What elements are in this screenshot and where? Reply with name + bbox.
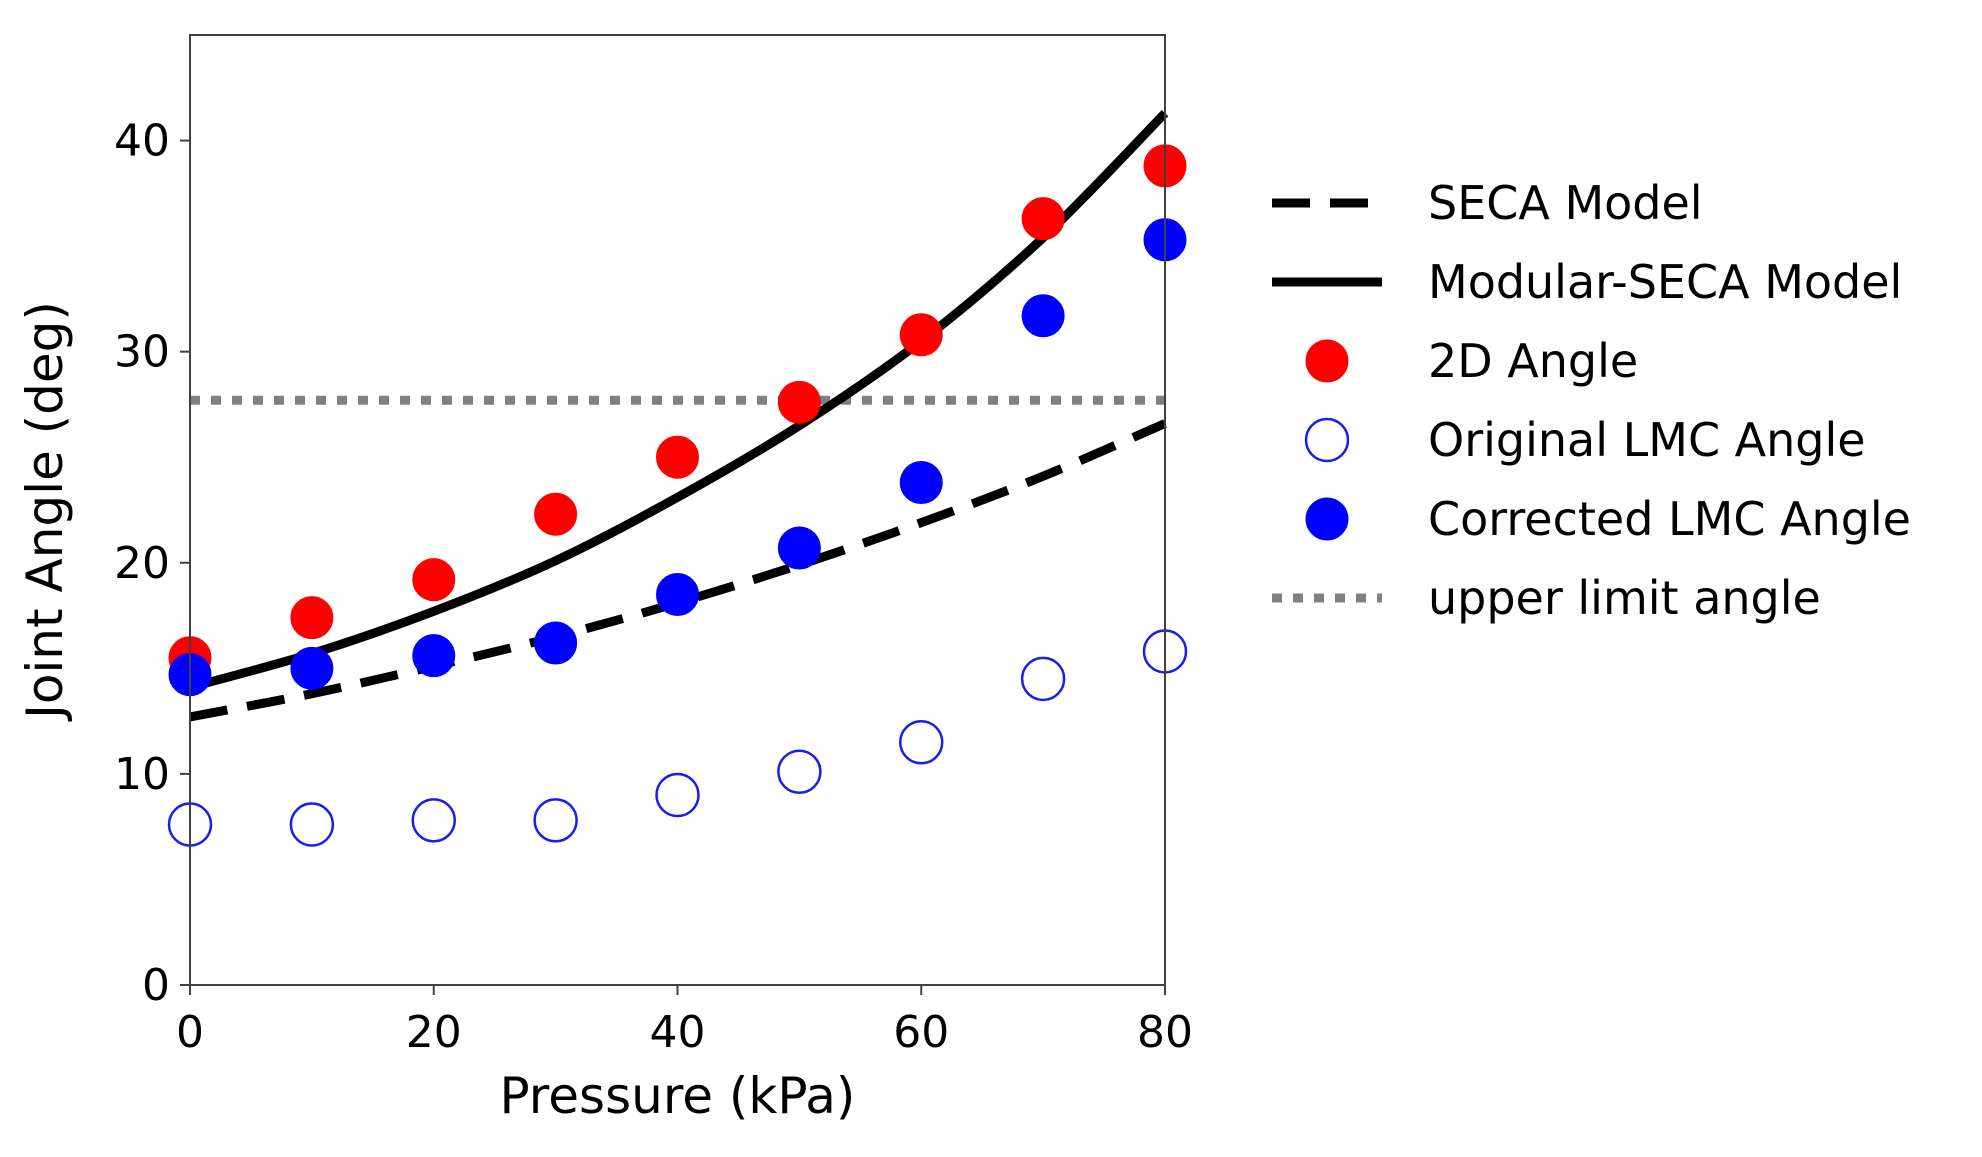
plot-frame (189, 34, 1166, 986)
x-tick-label: 20 (406, 1007, 462, 1058)
legend-2d-angle-swatch (1305, 339, 1349, 383)
x-tick-label: 0 (176, 1007, 204, 1058)
legend-original-lmc-angle-label: Original LMC Angle (1428, 413, 1866, 467)
2d-angle-point (777, 380, 821, 424)
corrected-lmc-angle-point (899, 461, 943, 505)
original-lmc-angle-point (533, 798, 578, 843)
2d-angle-point (899, 313, 943, 357)
y-axis-label: Joint Angle (deg) (16, 301, 74, 722)
legend-modular-seca-model-label: Modular-SECA Model (1428, 255, 1902, 309)
x-tick-label: 60 (893, 1007, 949, 1058)
corrected-lmc-angle-point (777, 526, 821, 570)
original-lmc-angle-point (411, 798, 456, 843)
original-lmc-angle-point (777, 749, 822, 795)
legend-corrected-lmc-angle-swatch (1305, 497, 1349, 541)
x-tick-label: 80 (1137, 1007, 1193, 1058)
y-tick-label: 40 (114, 116, 170, 167)
corrected-lmc-angle-point (412, 634, 456, 678)
2d-angle-point (412, 558, 456, 602)
corrected-lmc-angle-point (534, 621, 578, 665)
x-tick-label: 40 (650, 1007, 706, 1058)
2d-angle-point (534, 492, 578, 536)
legend-corrected-lmc-angle-label: Corrected LMC Angle (1428, 492, 1911, 546)
legend-2d-angle-label: 2D Angle (1428, 334, 1638, 388)
2d-angle-point (1021, 197, 1065, 241)
y-tick-label: 20 (114, 538, 170, 589)
corrected-lmc-angle-point (1021, 294, 1065, 338)
legend-original-lmc-angle-swatch (1304, 417, 1350, 463)
y-tick-label: 30 (114, 327, 170, 378)
2d-angle-point (656, 435, 699, 479)
original-lmc-angle-point (655, 772, 700, 818)
corrected-lmc-angle-point (656, 572, 699, 616)
original-lmc-angle-point (289, 802, 335, 847)
modular-seca-model-line (188, 109, 1169, 692)
axes: 0 20 40 60 80 0 10 20 30 40 Pressure (kPa) Joint An… (16, 34, 1193, 1125)
legend-upper-limit-angle-label: upper limit angle (1428, 571, 1821, 625)
plot-area (167, 109, 1188, 847)
y-tick-label: 10 (114, 749, 170, 800)
original-lmc-angle-point (1020, 656, 1066, 702)
legend: SECA Model Modular-SECA Model 2D Angle Orig… (1272, 176, 1911, 625)
legend-seca-model-label: SECA Model (1428, 176, 1703, 230)
2d-angle-point (290, 596, 334, 640)
x-axis-label: Pressure (kPa) (500, 1067, 856, 1125)
original-lmc-angle-point (899, 719, 944, 765)
corrected-lmc-angle-point (290, 646, 334, 690)
y-tick-label: 0 (142, 960, 170, 1011)
